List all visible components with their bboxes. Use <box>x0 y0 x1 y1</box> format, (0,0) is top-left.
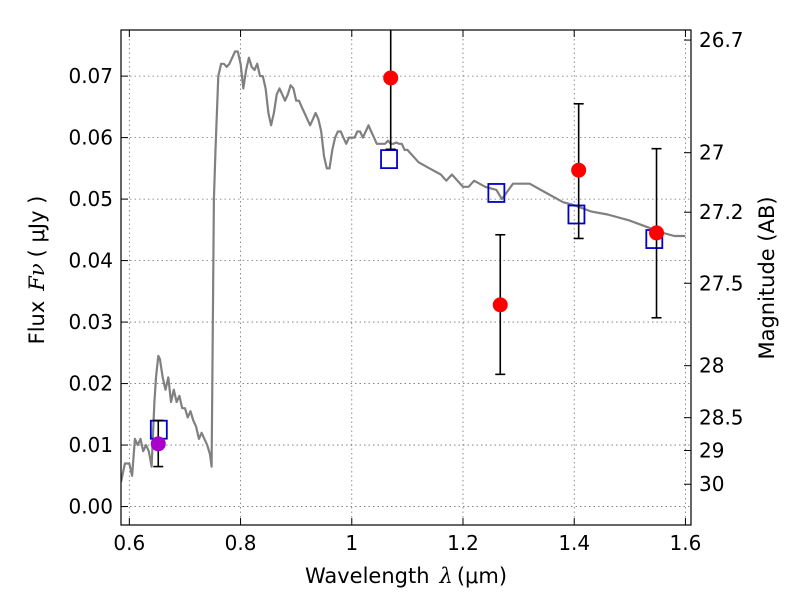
x-tick-label-3: 1.2 <box>447 531 479 555</box>
x-tick-label-4: 1.4 <box>558 531 590 555</box>
y-axis-title-symbol: Fν <box>25 263 49 292</box>
mag-tick-label-4: 28 <box>699 354 724 378</box>
mag-tick-label-2: 27.2 <box>699 200 744 224</box>
model-spectrum-line <box>121 50 686 483</box>
x-axis-title-text: Wavelength <box>305 564 430 588</box>
mag-tick-label-3: 27.5 <box>699 271 744 295</box>
y-tick-label-6: 0.06 <box>68 126 113 150</box>
y-axis-title-unit: ( μJy ) <box>25 196 49 258</box>
y-tick-label-5: 0.05 <box>68 187 113 211</box>
y-axis-title-text: Flux <box>25 301 49 345</box>
mag-tick-label-5: 28.5 <box>699 406 744 430</box>
mag-tick-label-1: 27 <box>699 141 724 165</box>
y-tick-label-1: 0.01 <box>68 433 113 457</box>
x-axis-title-symbol: λ <box>439 564 453 588</box>
observed-point-2-3 <box>649 225 665 241</box>
y-tick-label-4: 0.04 <box>68 249 113 273</box>
model-photometry-square-1 <box>380 149 398 170</box>
x-tick-label-2: 1 <box>345 531 358 555</box>
mag-tick-label-7: 30 <box>699 472 724 496</box>
y2-axis-title: Magnitude (AB) <box>755 196 779 359</box>
x-tick-label-0: 0.6 <box>113 531 145 555</box>
grid-lines <box>121 30 691 525</box>
observed-point-2-2 <box>571 162 587 178</box>
x-axis-title-unit: (μm) <box>457 564 507 588</box>
x-tick-label-5: 1.6 <box>670 531 702 555</box>
x-tick-label-1: 0.8 <box>225 531 257 555</box>
y-tick-label-7: 0.07 <box>68 64 113 88</box>
x-axis-title: Wavelength λ (μm) <box>305 564 507 588</box>
plot-frame <box>120 29 692 526</box>
y-tick-label-3: 0.03 <box>68 310 113 334</box>
model-photometry-square-3 <box>567 204 586 225</box>
mag-tick-label-6: 29 <box>699 438 724 462</box>
y-tick-label-2: 0.02 <box>68 372 113 396</box>
axes: 0.6 0.8 1 1.2 1.4 1.6 0.00 0.01 0.02 0.03 0.04 0.05… <box>68 28 743 555</box>
observed-point-3-0 <box>150 436 166 452</box>
mag-tick-label-0: 26.7 <box>699 28 744 52</box>
model-photometry-square-2 <box>487 183 506 203</box>
observed-point-2-0 <box>383 70 399 86</box>
y-axis-title: Flux Fν ( μJy ) <box>25 196 49 345</box>
y-tick-label-0: 0.00 <box>68 495 113 519</box>
observed-point-2-1 <box>492 297 508 313</box>
plot-data <box>121 30 686 483</box>
